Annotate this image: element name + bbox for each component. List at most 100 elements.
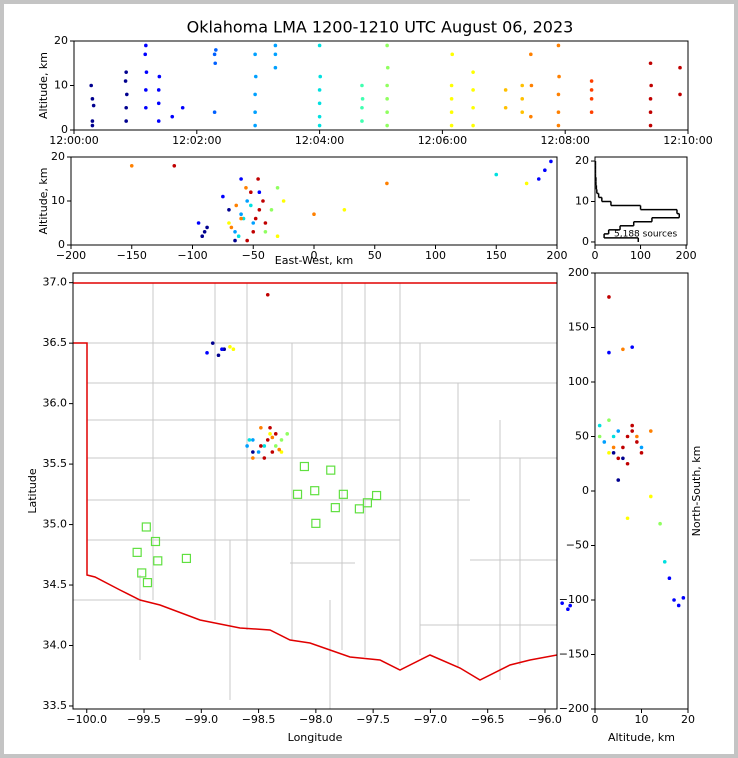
source-point [317, 123, 322, 128]
source-point [649, 429, 653, 433]
source-point [156, 101, 161, 106]
source-point [210, 341, 215, 345]
source-point [616, 429, 621, 433]
source-point [635, 434, 639, 439]
source-point [144, 70, 149, 74]
y-tick-label: 10 [575, 195, 589, 208]
county-lines [73, 283, 557, 709]
station-marker [299, 461, 310, 472]
x-tick-label: 100 [425, 249, 446, 262]
source-point [244, 186, 248, 190]
x-tick-label: 0 [592, 249, 599, 262]
source-point [342, 208, 347, 212]
source-point [253, 216, 258, 221]
axes-frame [73, 40, 689, 131]
y-tick-label: 35.0 [43, 518, 68, 531]
station-marker [292, 489, 303, 499]
y-tick-label: 35.5 [43, 457, 68, 470]
source-point [170, 114, 175, 119]
source-point [214, 48, 218, 52]
source-point [285, 432, 290, 436]
source-point [268, 432, 272, 436]
source-point [129, 164, 134, 168]
source-point [360, 105, 364, 110]
source-point [90, 119, 95, 123]
source-point [124, 105, 128, 110]
source-point [556, 110, 561, 114]
source-point [273, 444, 278, 448]
source-point [239, 216, 243, 221]
y-tick-label: −50 [566, 539, 589, 552]
source-point [259, 444, 263, 448]
source-point [621, 445, 625, 450]
source-point [253, 52, 257, 57]
source-point [360, 97, 365, 101]
source-point [385, 181, 389, 186]
y-tick-label: −150 [559, 648, 589, 661]
station-marker [132, 547, 142, 557]
source-point [89, 83, 93, 88]
chart-title: Oklahoma LMA 1200-1210 UTC August 06, 20… [187, 18, 574, 37]
source-point [275, 186, 280, 190]
source-point [611, 434, 616, 439]
y-axis-label: Latitude [26, 468, 39, 514]
y-tick-label: 200 [568, 266, 589, 279]
source-point [221, 194, 225, 199]
source-point [144, 105, 148, 110]
source-point [180, 105, 185, 110]
y-tick-label: 10 [54, 79, 68, 92]
source-point [275, 234, 280, 238]
source-point [557, 74, 561, 79]
x-tick-label: 12:08:00 [540, 134, 589, 147]
x-tick-label: 100 [630, 249, 651, 262]
source-point [607, 295, 611, 299]
source-point [202, 230, 207, 234]
y-tick-label: 34.0 [43, 639, 68, 652]
source-point [648, 123, 653, 128]
source-point [630, 345, 634, 349]
source-point [385, 43, 389, 48]
source-point [253, 110, 257, 114]
source-point [228, 344, 232, 349]
source-point [589, 97, 594, 101]
source-point [251, 221, 256, 225]
source-point [273, 52, 278, 57]
source-point [639, 445, 644, 450]
source-point [245, 444, 249, 448]
source-point [234, 203, 239, 208]
source-point [471, 88, 475, 92]
source-point [630, 429, 634, 433]
station-marker [142, 578, 153, 588]
x-tick-label: 150 [486, 249, 507, 262]
annotation: 5,188 sources [614, 230, 678, 240]
x-tick-label: −150 [117, 249, 147, 262]
source-point [449, 110, 454, 114]
y-tick-label: 34.5 [43, 578, 68, 591]
state-border [73, 282, 557, 681]
source-point [239, 177, 243, 181]
source-point [262, 456, 267, 460]
x-tick-label: −100 [177, 249, 207, 262]
y-tick-label: −200 [559, 702, 589, 715]
station-marker [310, 486, 320, 496]
source-point [125, 92, 129, 97]
source-point [449, 97, 454, 101]
source-point [245, 199, 249, 203]
source-point [543, 168, 547, 172]
y-axis-label: North-South, km [690, 446, 703, 537]
y-tick-label: 0 [58, 238, 65, 251]
source-point [227, 208, 231, 212]
source-point [625, 461, 630, 466]
source-point [263, 221, 268, 225]
source-point [649, 494, 653, 499]
x-axis-label: East-West, km [275, 254, 353, 267]
axes-frame [594, 156, 688, 246]
station-marker [362, 498, 373, 508]
source-point [529, 114, 533, 119]
source-point [123, 79, 128, 83]
source-point [503, 105, 508, 110]
source-point [607, 451, 611, 455]
y-tick-label: 36.0 [43, 397, 68, 410]
station-marker [354, 504, 364, 514]
source-point [317, 43, 322, 48]
